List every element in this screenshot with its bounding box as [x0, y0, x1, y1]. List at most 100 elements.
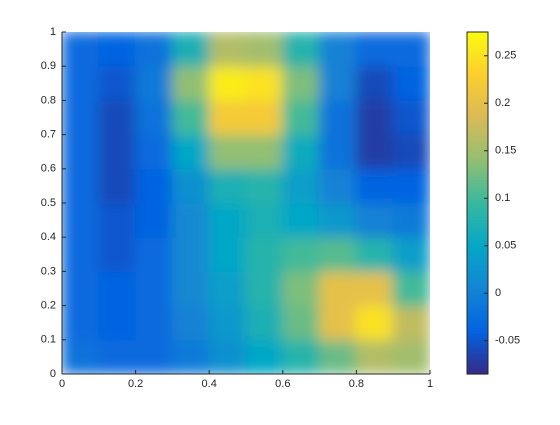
colorbar-swatch: [467, 203, 488, 207]
colorbar-swatch: [467, 185, 488, 190]
colorbar-swatch: [467, 339, 488, 344]
colorbar-swatch: [467, 34, 488, 39]
colorbar-swatch: [467, 194, 488, 198]
heatmap-cell: [208, 65, 247, 101]
colorbar-swatch: [467, 80, 488, 84]
colorbar-swatch: [467, 174, 488, 178]
heatmap-cell: [171, 305, 210, 341]
heatmap-cell: [355, 202, 394, 238]
colorbar-swatch: [467, 285, 488, 290]
colorbar-swatch: [467, 260, 488, 264]
colorbar-swatch: [467, 171, 488, 176]
colorbar-swatch: [467, 257, 488, 261]
y-tick-label: 1: [50, 26, 56, 38]
heatmap-cell: [98, 65, 137, 101]
heatmap-cell: [245, 134, 284, 170]
colorbar-swatch: [467, 137, 488, 141]
heatmap-cell: [208, 270, 247, 307]
heatmap-cell: [135, 65, 173, 101]
colorbar-swatch: [467, 128, 488, 133]
heatmap-cell: [392, 168, 430, 204]
colorbar-swatch: [467, 245, 488, 250]
colorbar-swatch: [467, 77, 488, 82]
colorbar-tick-label: 0.05: [495, 240, 516, 252]
x-tick-label: 1: [427, 378, 433, 390]
colorbar-swatch: [467, 354, 488, 358]
heatmap-cell: [135, 134, 173, 170]
heatmap-cell: [245, 305, 284, 341]
colorbar-swatch: [467, 240, 488, 244]
heatmap-cell: [62, 236, 100, 272]
colorbar-swatch: [467, 123, 488, 127]
colorbar-tick-label: 0.1: [495, 192, 510, 204]
colorbar-swatch: [467, 362, 488, 367]
colorbar-swatch: [467, 322, 488, 327]
heatmap-cell: [245, 270, 284, 307]
colorbar-swatch: [467, 248, 488, 253]
y-tick-label: 0.1: [41, 334, 56, 346]
colorbar-swatch: [467, 302, 488, 307]
colorbar-swatch: [467, 151, 488, 156]
colorbar-swatch: [467, 297, 488, 301]
colorbar-swatch: [467, 368, 488, 372]
heatmap-cell: [98, 305, 137, 341]
colorbar-swatch: [467, 163, 488, 167]
colorbar-swatch: [467, 222, 488, 227]
heatmap-cell: [245, 236, 284, 272]
heatmap-cell: [392, 236, 430, 272]
heatmap-cell: [98, 270, 137, 307]
heatmap-cell: [171, 339, 210, 374]
heatmap-cell: [171, 99, 210, 136]
colorbar-frame: [466, 31, 489, 375]
y-tick-label: 0.8: [41, 94, 56, 106]
y-tick-label: 0.7: [41, 129, 56, 141]
colorbar-swatch: [467, 342, 488, 347]
heatmap-cell: [98, 32, 137, 67]
colorbar-swatch: [467, 348, 488, 352]
colorbar-tick-label: 0.25: [495, 50, 516, 62]
heatmap-cell: [98, 168, 137, 204]
heatmap-cell: [245, 65, 284, 101]
colorbar-swatch: [467, 43, 488, 47]
colorbar-swatch: [467, 237, 488, 241]
colorbar-swatch: [467, 63, 488, 67]
colorbar-swatch: [467, 311, 488, 315]
colorbar-swatch: [467, 351, 488, 355]
y-tick-label: 0.5: [41, 197, 56, 209]
colorbar-swatch: [467, 345, 488, 349]
heatmap-cell: [62, 32, 100, 67]
colorbar-swatch: [467, 49, 488, 53]
colorbar-swatch: [467, 148, 488, 153]
colorbar-swatch: [467, 32, 488, 36]
heatmap-cell: [98, 99, 137, 136]
heatmap-cell: [245, 202, 284, 238]
axes: 0 0.2 0.4 0.6 0.8 1 0 0.1 0.2 0.3 0.4 0.5 0.6 0.7 0.8 0…: [41, 26, 433, 390]
heatmap-cell: [171, 65, 210, 101]
heatmap-cell: [245, 99, 284, 136]
heatmap-cell: [62, 65, 100, 101]
colorbar-swatch: [467, 46, 488, 50]
colorbar-swatch: [467, 106, 488, 110]
heatmap-cell: [135, 305, 173, 341]
x-tick-label: 0.2: [128, 378, 143, 390]
colorbar-swatch: [467, 319, 488, 324]
colorbar-swatch: [467, 274, 488, 278]
colorbar-swatch: [467, 188, 488, 193]
colorbar-swatch: [467, 288, 488, 292]
colorbar-swatch: [467, 114, 488, 119]
heatmap-cell: [319, 65, 357, 101]
colorbar-swatch: [467, 111, 488, 116]
colorbar-swatch: [467, 225, 488, 230]
colorbar-swatch: [467, 94, 488, 99]
heatmap-cell: [355, 168, 394, 204]
colorbar-swatch: [467, 143, 488, 147]
colorbar-swatch: [467, 69, 488, 73]
heatmap-cell: [282, 99, 321, 136]
x-tick-label: 0.4: [202, 378, 217, 390]
colorbar-swatch: [467, 365, 488, 369]
colorbar-swatch: [467, 74, 488, 79]
colorbar-swatch: [467, 86, 488, 90]
colorbar-swatch: [467, 317, 488, 321]
heatmap-cell: [319, 339, 357, 374]
colorbar-swatch: [467, 220, 488, 224]
